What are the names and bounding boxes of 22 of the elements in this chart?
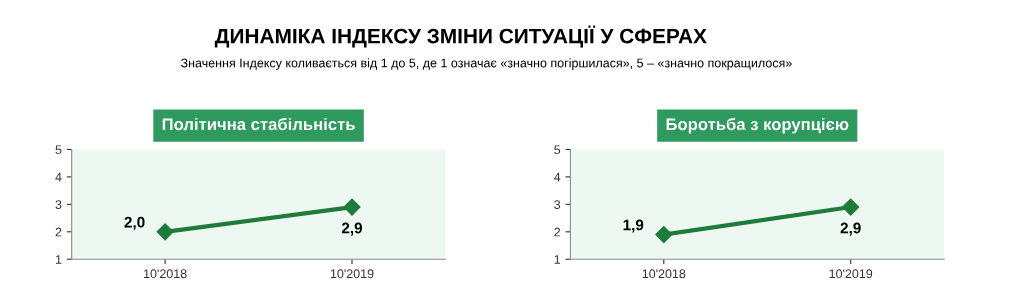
y-tick-label: 3 — [55, 200, 62, 209]
data-label: 2,0 — [124, 216, 145, 230]
chart-title: Політична стабільність — [162, 117, 355, 131]
data-label: 2,9 — [341, 222, 363, 236]
y-tick-label: 5 — [55, 145, 62, 155]
data-label: 2,9 — [840, 222, 861, 236]
y-tick-label: 1 — [55, 255, 62, 264]
x-tick-label: 10'2018 — [642, 269, 686, 279]
x-tick-label: 10'2018 — [144, 269, 187, 279]
y-tick-label: 2 — [55, 227, 62, 237]
data-label: 1,9 — [623, 219, 644, 233]
y-tick-label: 3 — [554, 200, 561, 209]
text: Значення Індексу коливається від 1 до 5, де 1 означає «значно погіршилася», 5 – «значно покращилося» — [180, 58, 792, 70]
text: ДИНАМІКА ІНДЕКСУ ЗМІНИ СИТУАЦІЇ У СФЕРАХ — [214, 25, 707, 48]
y-tick-label: 2 — [554, 227, 561, 237]
y-tick-label: 4 — [55, 172, 62, 182]
y-tick-label: 5 — [554, 145, 561, 155]
x-tick-label: 10'2019 — [829, 269, 873, 279]
y-tick-label: 4 — [553, 172, 561, 182]
y-tick-label: 1 — [554, 255, 561, 264]
x-tick-label: 10'2019 — [330, 269, 374, 279]
chart-title: Боротьба з корупцією — [666, 117, 849, 134]
